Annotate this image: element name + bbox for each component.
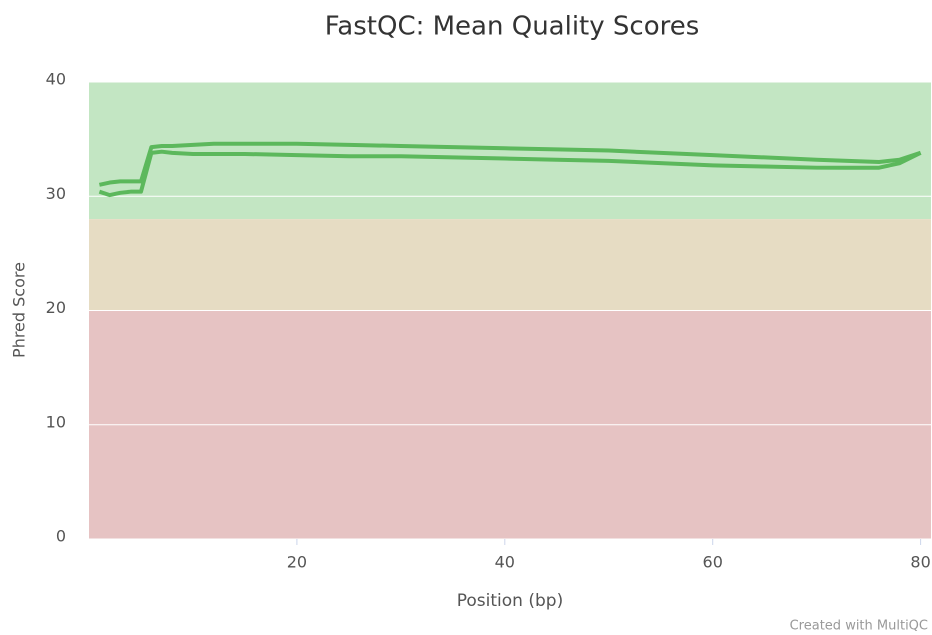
x-axis-label: Position (bp)	[457, 591, 563, 611]
x-tick-label: 60	[703, 553, 723, 572]
y-tick-label: 30	[46, 184, 66, 203]
y-tick-label: 0	[56, 527, 66, 546]
series-line	[98, 149, 922, 198]
x-tick-label: 80	[910, 553, 930, 572]
y-axis-label: Phred Score	[10, 262, 29, 358]
y-tick-label: 20	[46, 298, 66, 317]
credit: Created with MultiQC	[790, 619, 928, 634]
x-tick-label: 20	[287, 553, 307, 572]
series-line	[98, 141, 922, 187]
plot-band	[89, 82, 931, 220]
x-tick-label: 40	[495, 553, 515, 572]
y-tick-label: 40	[46, 70, 66, 89]
y-tick-label: 10	[46, 412, 66, 431]
plot-band	[89, 219, 931, 311]
chart-title: FastQC: Mean Quality Scores	[325, 12, 700, 42]
